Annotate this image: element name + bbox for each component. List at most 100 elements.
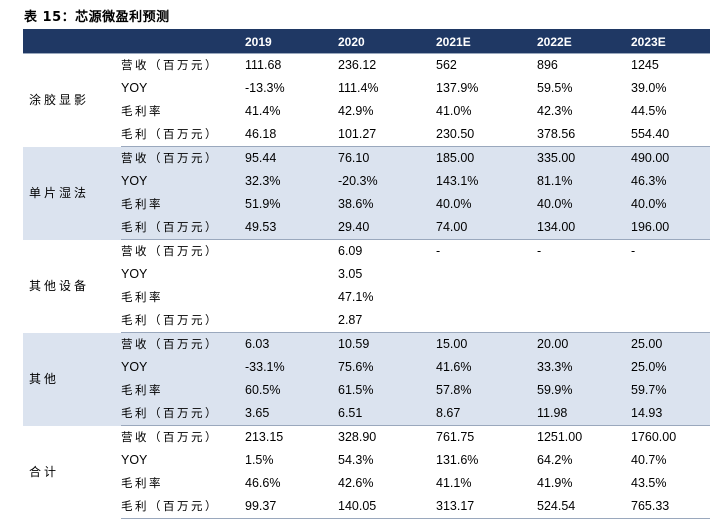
value-cell <box>436 309 537 333</box>
column-header: 2021E <box>436 31 537 54</box>
metric-label: YOY <box>121 170 245 193</box>
segment-label: 单片湿法 <box>23 146 121 240</box>
table-row: 毛利率 41.4% 42.9% 41.0% 42.3% 44.5% <box>23 100 710 123</box>
value-cell: 42.9% <box>338 104 374 118</box>
value-cell <box>245 286 338 309</box>
value-cell: 41.0% <box>436 104 472 118</box>
header-row: 2019 2020 2021E 2022E 2023E <box>23 31 710 54</box>
column-header: 2023E <box>631 31 710 54</box>
value-cell: 38.6% <box>338 193 436 216</box>
table-row: 毛利率 46.6% 42.6% 41.1% 41.9% 43.5% <box>23 472 710 495</box>
metric-label: 毛利率 <box>121 379 245 402</box>
table-body: 涂胶显影 营收（百万元） 111.68 236.12 562 896 1245 YOY -13.… <box>23 53 710 519</box>
table-row: YOY 1.5% 54.3% 131.6% 64.2% 40.7% <box>23 449 710 472</box>
metric-label: 营收（百万元） <box>121 146 245 170</box>
value-cell: 1.5% <box>245 453 274 467</box>
table-row: YOY -33.1% 75.6% 41.6% 33.3% 25.0% <box>23 356 710 379</box>
value-cell: 39.0% <box>631 81 667 95</box>
value-cell <box>245 240 338 264</box>
value-cell: 101.27 <box>338 123 436 147</box>
top-rule <box>23 29 710 31</box>
metric-label: 毛利（百万元） <box>121 495 245 519</box>
table-row: 毛利率 47.1% <box>23 286 710 309</box>
value-cell: 236.12 <box>338 53 436 77</box>
metric-label: YOY <box>121 356 245 379</box>
table-row: 毛利率 51.9% 38.6% 40.0% 40.0% 40.0% <box>23 193 710 216</box>
value-cell: 554.40 <box>631 123 710 147</box>
value-cell: -33.1% <box>245 356 338 379</box>
metric-label: YOY <box>121 81 148 95</box>
value-cell: 81.1% <box>537 170 631 193</box>
value-cell: 40.0% <box>436 193 537 216</box>
value-cell: 59.5% <box>537 81 573 95</box>
value-cell: 57.8% <box>436 379 537 402</box>
value-cell: 2.87 <box>338 309 436 333</box>
value-cell <box>631 286 710 309</box>
value-cell: 95.44 <box>245 146 338 170</box>
value-cell: 111.68 <box>245 53 338 77</box>
value-cell: 40.0% <box>631 193 710 216</box>
metric-label: 毛利（百万元） <box>121 216 245 240</box>
value-cell: 61.5% <box>338 379 436 402</box>
value-cell: 46.6% <box>245 476 281 490</box>
value-cell: 1760.00 <box>631 430 677 444</box>
value-cell: 1251.00 <box>537 430 583 444</box>
value-cell <box>245 309 338 333</box>
value-cell <box>436 286 537 309</box>
value-cell: - <box>436 244 441 258</box>
value-cell: 761.75 <box>436 430 475 444</box>
value-cell <box>537 309 631 333</box>
value-cell: 134.00 <box>537 216 631 240</box>
metric-label: 毛利率 <box>121 104 163 118</box>
value-cell: 75.6% <box>338 356 436 379</box>
value-cell: 41.6% <box>436 356 537 379</box>
value-cell: 74.00 <box>436 216 537 240</box>
table-row: 毛利（百万元） 99.37 140.05 313.17 524.54 765.33 <box>23 495 710 519</box>
value-cell: 41.4% <box>245 104 281 118</box>
metric-label: 营收（百万元） <box>121 53 245 77</box>
value-cell: 140.05 <box>338 495 436 519</box>
table-row: YOY 32.3% -20.3% 143.1% 81.1% 46.3% <box>23 170 710 193</box>
value-cell: 328.90 <box>338 430 377 444</box>
table-row: 毛利（百万元） 49.53 29.40 74.00 134.00 196.00 <box>23 216 710 240</box>
value-cell: 313.17 <box>436 495 537 519</box>
column-header: 2022E <box>537 31 631 54</box>
value-cell: 143.1% <box>436 170 537 193</box>
table-row: YOY -13.3% 111.4% 137.9% 59.5% 39.0% <box>23 77 710 100</box>
value-cell: 25.00 <box>631 332 710 356</box>
table-row: 毛利（百万元） 2.87 <box>23 309 710 333</box>
metric-label: 毛利（百万元） <box>121 402 245 426</box>
segment-label: 涂胶显影 <box>23 53 121 147</box>
segment-label: 其他设备 <box>29 278 90 293</box>
metric-label: 毛利率 <box>121 476 163 490</box>
value-cell: 10.59 <box>338 332 436 356</box>
value-cell: - <box>631 244 636 258</box>
value-cell: 41.9% <box>537 476 573 490</box>
value-cell: 230.50 <box>436 123 537 147</box>
metric-label: 毛利（百万元） <box>121 309 245 333</box>
value-cell: 51.9% <box>245 193 338 216</box>
value-cell: 25.0% <box>631 356 710 379</box>
value-cell: - <box>537 244 542 258</box>
value-cell: 131.6% <box>436 453 479 467</box>
table-row: 单片湿法 营收（百万元） 95.44 76.10 185.00 335.00 490.00 <box>23 146 710 240</box>
value-cell <box>537 263 631 286</box>
value-cell: 14.93 <box>631 402 710 426</box>
value-cell: 42.3% <box>537 104 573 118</box>
value-cell: 20.00 <box>537 332 631 356</box>
column-header <box>23 31 121 54</box>
table-row: 毛利（百万元） 3.65 6.51 8.67 11.98 14.93 <box>23 402 710 426</box>
value-cell: 54.3% <box>338 453 374 467</box>
table-row: 涂胶显影 营收（百万元） 111.68 236.12 562 896 1245 <box>23 53 710 147</box>
metric-label: 营收（百万元） <box>121 430 219 444</box>
value-cell <box>631 309 710 333</box>
value-cell: 378.56 <box>537 123 631 147</box>
table-row: 毛利率 60.5% 61.5% 57.8% 59.9% 59.7% <box>23 379 710 402</box>
table-row: YOY 3.05 <box>23 263 710 286</box>
value-cell: 3.05 <box>338 267 363 281</box>
column-header: 2020 <box>338 31 436 54</box>
value-cell: 44.5% <box>631 104 667 118</box>
value-cell: 49.53 <box>245 216 338 240</box>
value-cell: 8.67 <box>436 402 537 426</box>
value-cell: 29.40 <box>338 216 436 240</box>
